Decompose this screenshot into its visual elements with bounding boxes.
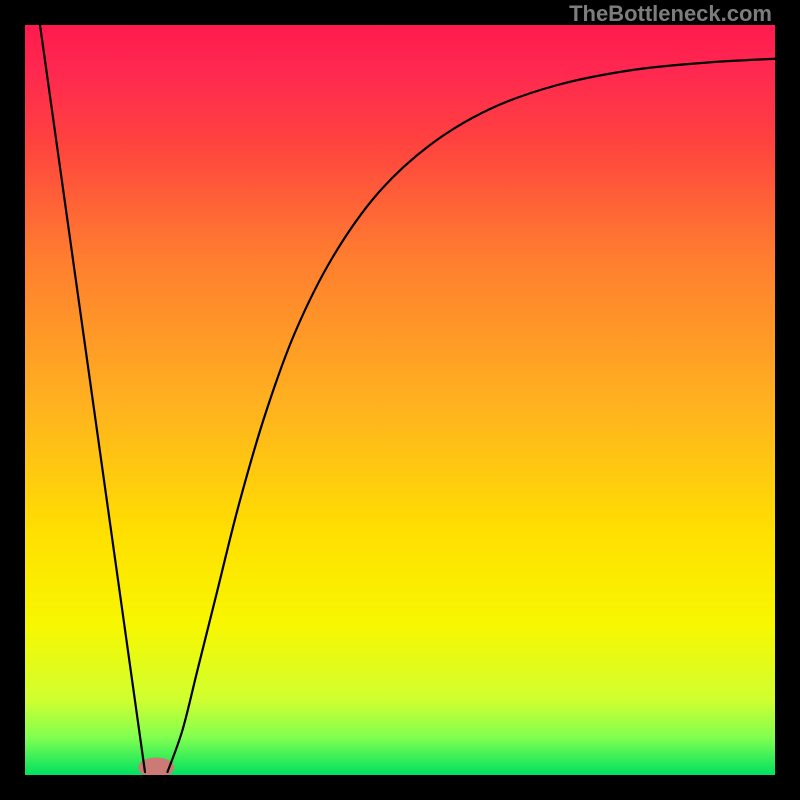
- curve-layer: [25, 25, 775, 775]
- left-descending-line: [40, 25, 145, 772]
- chart-container: TheBottleneck.com: [0, 0, 800, 800]
- plot-area: [25, 25, 775, 775]
- watermark-text: TheBottleneck.com: [569, 1, 772, 27]
- right-ascending-curve: [168, 59, 776, 772]
